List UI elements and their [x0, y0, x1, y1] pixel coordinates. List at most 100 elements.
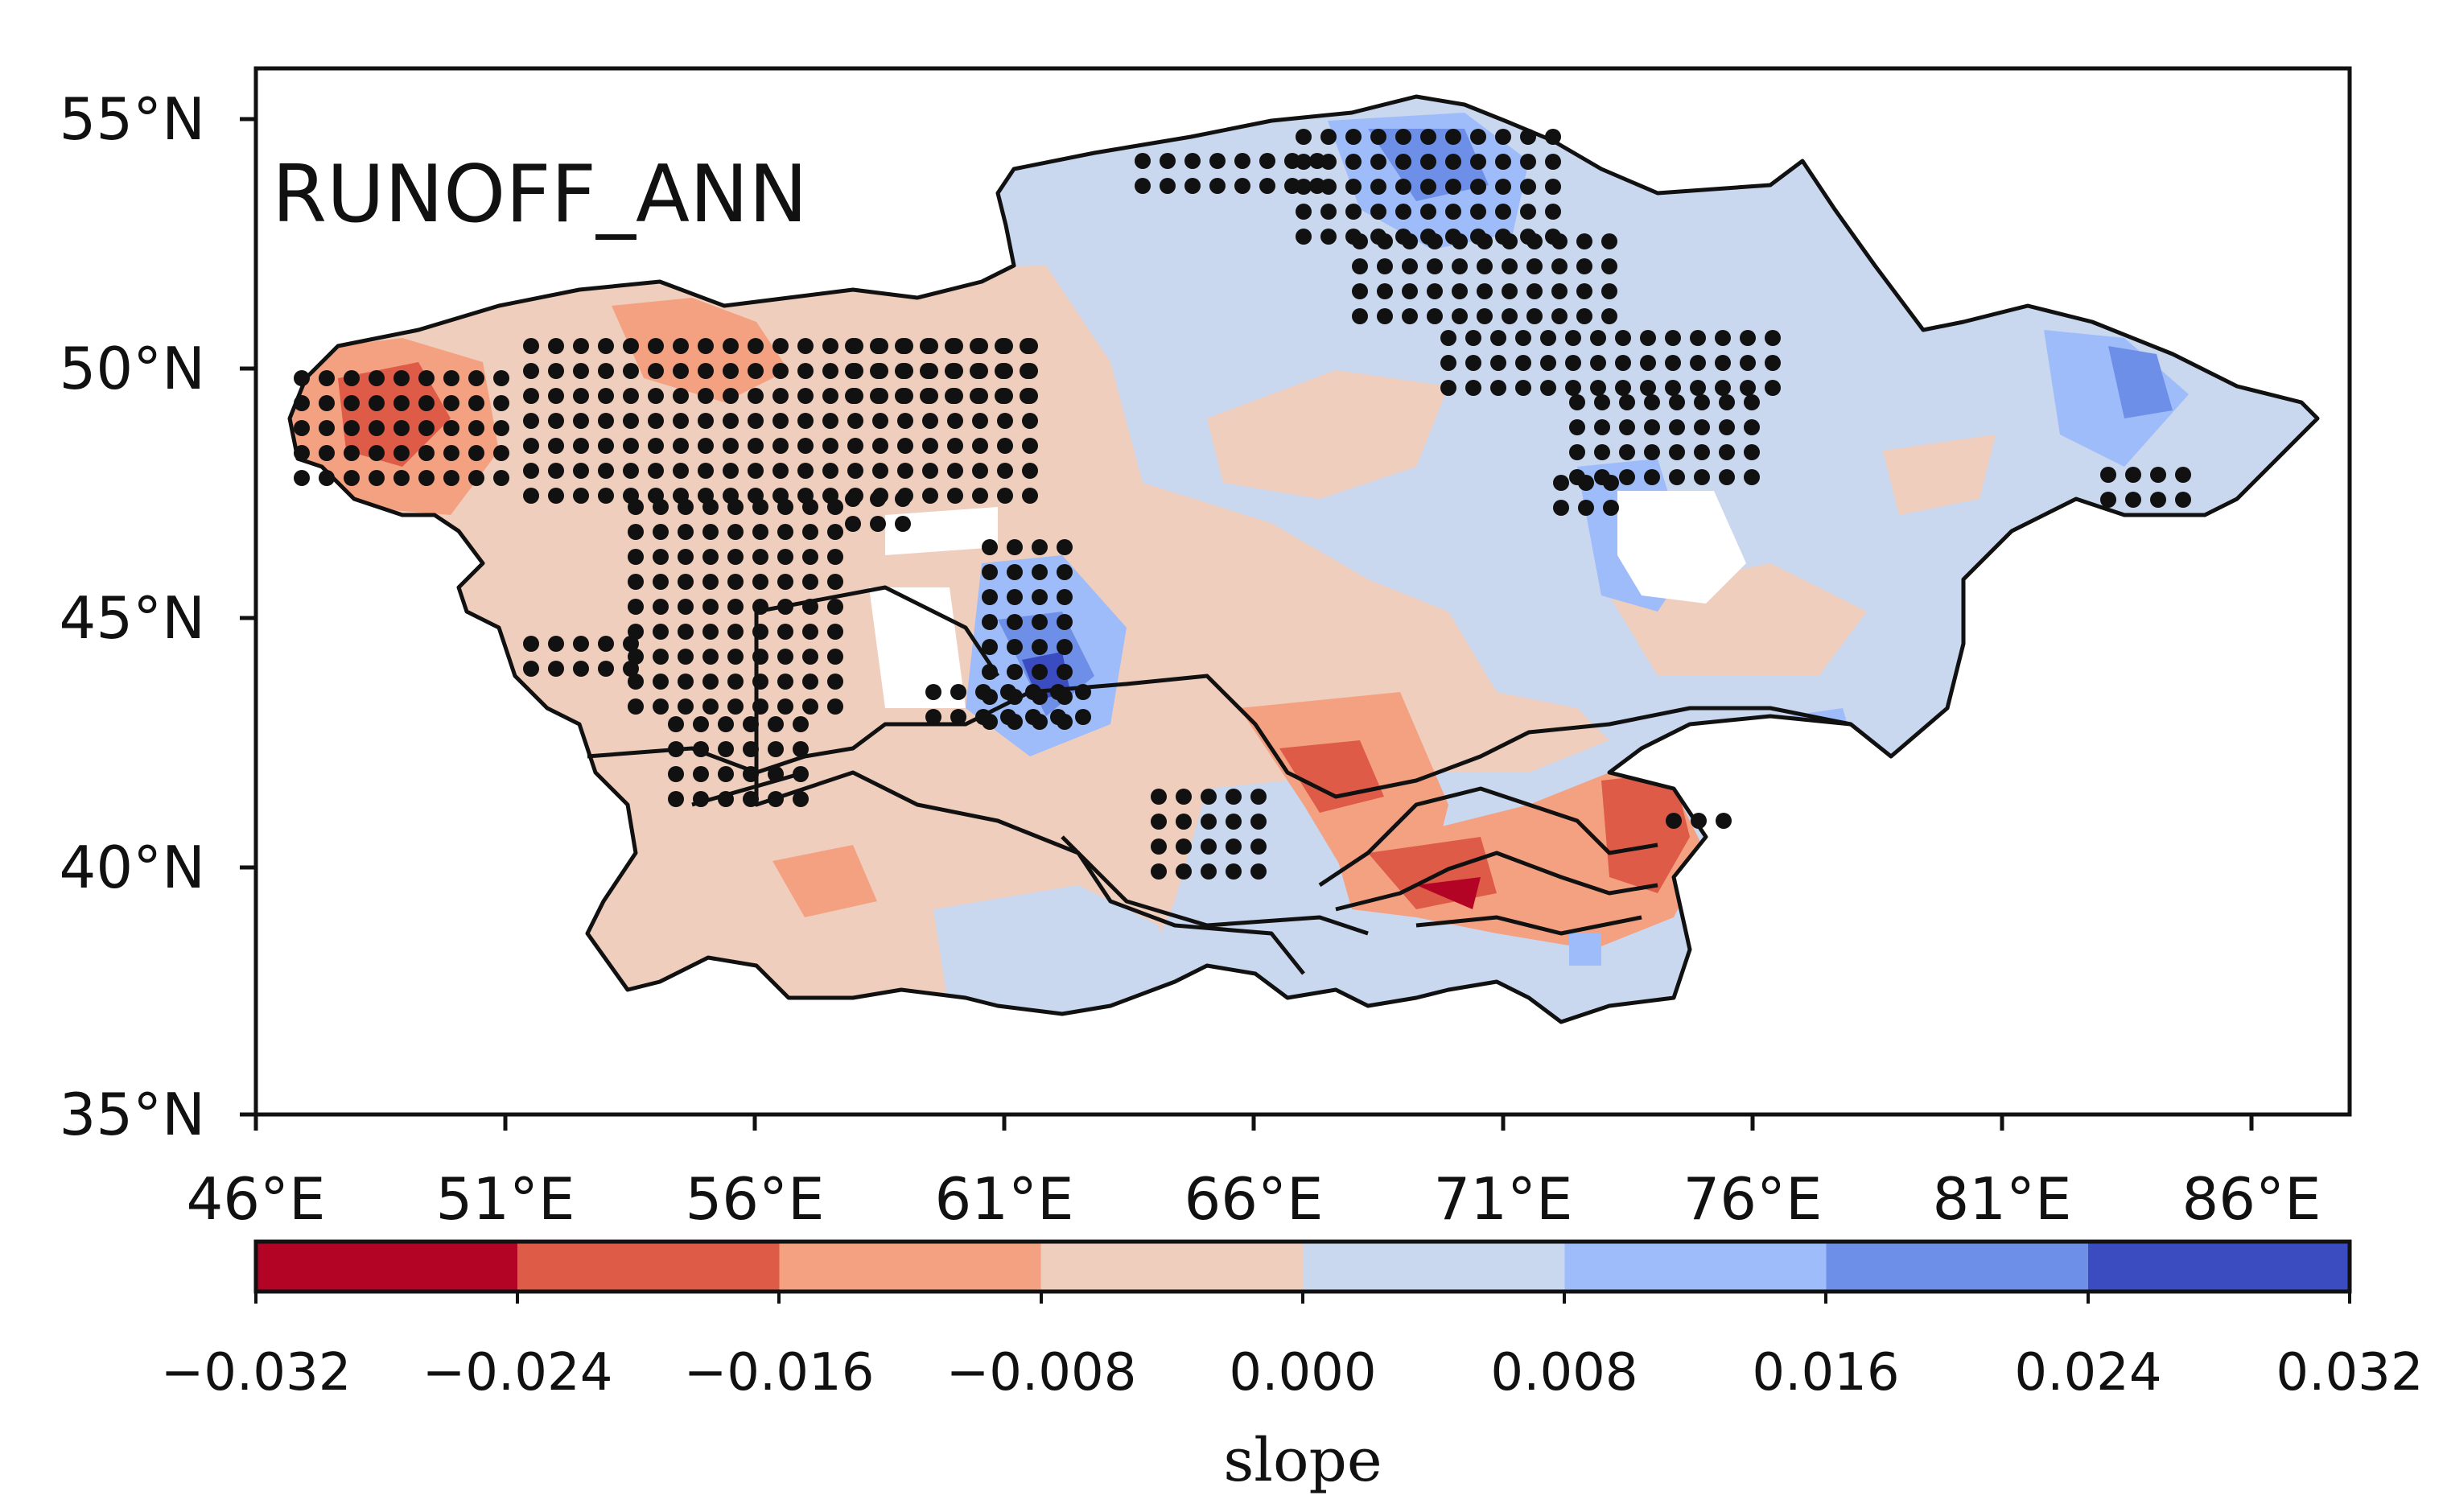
significance-dot: [598, 463, 614, 479]
significance-dot: [668, 716, 684, 732]
significance-dot: [777, 574, 793, 590]
significance-dot: [1502, 283, 1518, 299]
significance-dot: [1715, 355, 1731, 371]
significance-dot: [1259, 178, 1275, 194]
significance-dot: [369, 445, 385, 461]
significance-dot: [1669, 394, 1685, 410]
colorbar-bin: [517, 1242, 780, 1292]
significance-dot: [970, 388, 986, 404]
significance-dot: [1025, 709, 1041, 725]
significance-dot: [777, 524, 793, 540]
significance-dot: [294, 445, 310, 461]
significance-dot: [1744, 419, 1760, 435]
significance-dot: [1032, 589, 1048, 605]
significance-dot: [743, 716, 759, 732]
significance-dot: [897, 413, 913, 429]
significance-dot: [678, 624, 694, 640]
colorbar: −0.032 −0.024 −0.016 −0.008 0.000 0.008 …: [161, 1239, 2424, 1495]
significance-dot: [947, 413, 963, 429]
significance-dot: [1201, 789, 1217, 805]
significance-dot: [344, 420, 360, 436]
significance-dot: [822, 338, 838, 354]
significance-dot: [982, 589, 998, 605]
significance-dot: [1420, 154, 1436, 170]
significance-dot: [1465, 355, 1481, 371]
significance-dot: [678, 574, 694, 590]
significance-dot: [1445, 179, 1461, 195]
significance-dot: [1740, 330, 1756, 346]
significance-dot: [972, 488, 988, 504]
significance-dot: [702, 674, 719, 690]
significance-dot: [727, 499, 744, 515]
significance-dot: [793, 741, 809, 757]
significance-dot: [1427, 233, 1443, 249]
significance-dot: [1007, 589, 1023, 605]
significance-dot: [1490, 355, 1506, 371]
significance-dot: [573, 636, 589, 652]
lon-tick-label: 51°E: [435, 1165, 575, 1233]
significance-dot: [523, 661, 539, 677]
lat-tick-label: 40°N: [60, 834, 205, 901]
significance-dot: [623, 413, 639, 429]
significance-dot: [972, 438, 988, 454]
significance-dot: [845, 363, 861, 379]
significance-dot: [702, 624, 719, 640]
significance-dot: [1615, 380, 1631, 396]
significance-dot: [1601, 308, 1617, 324]
significance-dot: [1370, 154, 1386, 170]
significance-dot: [653, 549, 669, 565]
significance-dot: [1452, 308, 1468, 324]
significance-dot: [827, 599, 843, 615]
colorbar-bin: [1040, 1242, 1304, 1292]
significance-dot: [698, 438, 714, 454]
significance-dot: [1176, 789, 1192, 805]
significance-dot: [1445, 154, 1461, 170]
significance-dot: [743, 766, 759, 782]
significance-dot: [1000, 684, 1016, 700]
significance-dot: [598, 413, 614, 429]
significance-dot: [1569, 419, 1585, 435]
significance-dot: [845, 491, 861, 507]
significance-dot: [827, 674, 843, 690]
significance-dot: [1226, 789, 1242, 805]
significance-dot: [793, 766, 809, 782]
significance-dot: [1477, 308, 1493, 324]
significance-dot: [895, 363, 911, 379]
significance-dot: [1545, 154, 1561, 170]
significance-dot: [1250, 814, 1267, 830]
significance-dot: [970, 363, 986, 379]
significance-dot: [1020, 388, 1036, 404]
significance-dot: [673, 388, 689, 404]
significance-dot: [1744, 444, 1760, 460]
significance-dot: [1226, 838, 1242, 855]
significance-dot: [920, 338, 936, 354]
significance-dot: [797, 438, 814, 454]
significance-dot: [1477, 258, 1493, 274]
significance-dot: [1719, 394, 1735, 410]
significance-dot: [1765, 380, 1781, 396]
significance-dot: [723, 338, 739, 354]
significance-dot: [1619, 394, 1635, 410]
significance-dot: [319, 470, 335, 486]
significance-dot: [1007, 639, 1023, 655]
significance-dot: [678, 698, 694, 715]
significance-dot: [468, 370, 484, 386]
significance-dot: [995, 338, 1011, 354]
significance-dot: [623, 438, 639, 454]
lat-tick-label: 35°N: [60, 1081, 205, 1148]
significance-dot: [1007, 539, 1023, 555]
significance-dot: [648, 438, 664, 454]
significance-dot: [1644, 394, 1660, 410]
significance-dot: [975, 684, 991, 700]
significance-dot: [1495, 129, 1511, 145]
significance-dot: [598, 661, 614, 677]
significance-dot: [1402, 283, 1418, 299]
significance-dot: [922, 413, 938, 429]
significance-dot: [1690, 330, 1706, 346]
significance-dot: [2175, 467, 2191, 483]
significance-dot: [1057, 664, 1073, 680]
significance-dot: [870, 363, 886, 379]
significance-dot: [443, 395, 459, 411]
significance-dot: [945, 388, 961, 404]
